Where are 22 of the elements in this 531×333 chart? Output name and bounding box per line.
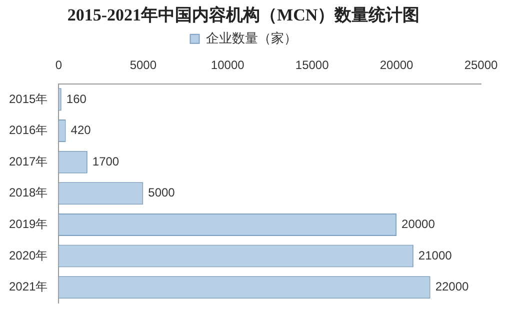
data-label: 5000 xyxy=(148,186,176,200)
y-tick-label: 2021年 xyxy=(8,280,48,294)
chart-title: 2015-2021年中国内容机构（MCN）数量统计图 xyxy=(67,6,420,25)
legend-label: 企业数量（家） xyxy=(206,30,297,46)
x-tick-label: 10000 xyxy=(210,58,245,72)
y-tick-label: 2020年 xyxy=(8,248,48,262)
x-tick-label: 5000 xyxy=(130,58,157,72)
data-label: 160 xyxy=(66,92,87,106)
y-tick-label: 2016年 xyxy=(8,123,48,138)
x-tick-label: 25000 xyxy=(464,58,498,72)
data-label: 22000 xyxy=(435,280,470,294)
x-tick-label: 20000 xyxy=(380,58,414,72)
y-tick-label: 2015年 xyxy=(8,92,48,106)
y-tick-label: 2019年 xyxy=(8,217,48,232)
data-label: 420 xyxy=(70,123,92,138)
x-tick-label: 0 xyxy=(55,58,62,72)
data-label: 21000 xyxy=(418,248,452,262)
data-label: 1700 xyxy=(92,154,120,168)
y-tick-label: 2018年 xyxy=(8,186,48,200)
x-tick-label: 15000 xyxy=(295,58,330,72)
data-label: 20000 xyxy=(402,217,436,232)
y-tick-label: 2017年 xyxy=(8,154,48,168)
